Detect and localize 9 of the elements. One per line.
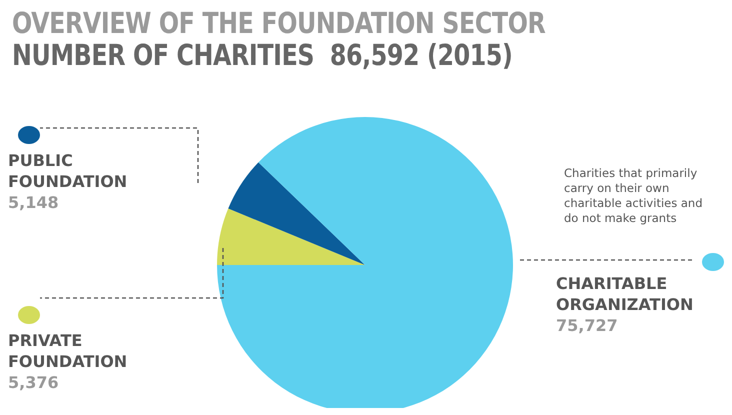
chart-title: OVERVIEW OF THE FOUNDATION SECTOR xyxy=(12,7,546,40)
data-label: 75,727 xyxy=(556,315,619,336)
text: Charities that primarily carry on their own charitable activities and do not make grants xyxy=(564,166,704,226)
data-label: 5,148 xyxy=(8,192,60,213)
data-label: 5,376 xyxy=(8,372,60,393)
chart-subtitle: NUMBER OF CHARITIES 86,592 (2015) xyxy=(12,38,513,72)
legend-label: PUBLIC FOUNDATION xyxy=(8,150,128,192)
slice-label: CHARITABLE ORGANIZATION xyxy=(556,273,694,315)
legend-label: PRIVATE FOUNDATION xyxy=(8,330,128,372)
